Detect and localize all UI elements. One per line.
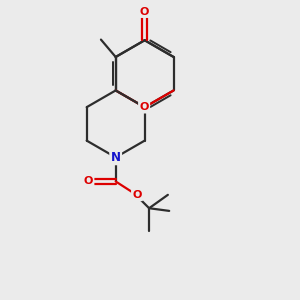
Text: O: O bbox=[140, 102, 149, 112]
Text: N: N bbox=[111, 151, 121, 164]
Text: O: O bbox=[140, 7, 149, 16]
Text: O: O bbox=[84, 176, 93, 187]
Text: O: O bbox=[132, 190, 142, 200]
